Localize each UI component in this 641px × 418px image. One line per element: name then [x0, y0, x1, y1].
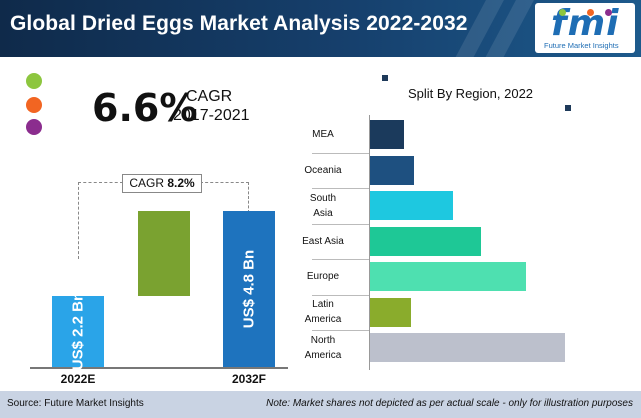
- page-title: Global Dried Eggs Market Analysis 2022-2…: [10, 12, 468, 35]
- region-chart-title: Split By Region, 2022: [408, 86, 534, 101]
- region-bar: [370, 333, 565, 362]
- cagr-period: 2017-2021: [173, 107, 250, 124]
- cagr-forecast-box: CAGR 8.2%: [122, 174, 202, 193]
- increment-bar: [138, 211, 190, 296]
- logo-dot: [587, 9, 594, 16]
- header-banner: Global Dried Eggs Market Analysis 2022-2…: [0, 0, 641, 57]
- orange-dot: [26, 97, 42, 113]
- region-label: Latin America: [304, 299, 342, 325]
- footer: Source: Future Market Insights Note: Mar…: [0, 391, 641, 418]
- logo-dot: [605, 9, 612, 16]
- region-bar: [370, 155, 414, 185]
- green-dot: [26, 73, 42, 89]
- footer-source: Source: Future Market Insights: [7, 398, 144, 409]
- fmi-logo: fmi Future Market Insights: [535, 3, 635, 53]
- bar-value-label: US$ 2.2 Bn: [69, 292, 87, 371]
- x-tick-label: 2032F: [231, 372, 267, 386]
- region-separator: [312, 294, 369, 296]
- x-axis: [30, 367, 288, 369]
- region-label: MEA: [312, 129, 334, 140]
- logo-dot: [559, 9, 566, 16]
- region-separator: [312, 223, 369, 225]
- region-bar: [370, 226, 482, 256]
- region-label: East Asia: [302, 235, 344, 247]
- footer-note: Note: Market shares not depicted as per …: [266, 398, 633, 409]
- cagr-bracket-right: [200, 182, 249, 213]
- bar-2032F: [223, 211, 275, 367]
- x-tick-label: 2022E: [60, 372, 96, 386]
- bar-value-label: US$ 4.8 Bn: [240, 249, 258, 329]
- region-separator: [312, 152, 369, 154]
- region-separator: [312, 259, 369, 260]
- region-label: North America: [304, 334, 342, 361]
- bar-2022E: [52, 295, 104, 367]
- cagr-value: 6.6%: [92, 86, 198, 130]
- region-axis: [369, 115, 370, 370]
- cagr-forecast-value: 8.2%: [167, 176, 195, 190]
- logo-tagline: Future Market Insights: [544, 41, 619, 50]
- region-bar: [370, 297, 411, 327]
- decor-square: [382, 75, 388, 81]
- region-separator: [312, 330, 369, 331]
- cagr-bracket-left: [78, 182, 123, 259]
- cagr-forecast-label: CAGR: [129, 176, 164, 190]
- region-label: South Asia: [309, 192, 337, 219]
- cagr-label: CAGR: [186, 88, 233, 105]
- region-label: Oceania: [304, 164, 342, 176]
- region-bar: [370, 191, 453, 220]
- region-separator: [312, 188, 369, 189]
- purple-dot: [26, 119, 42, 135]
- region-bar: [370, 262, 526, 291]
- region-bar: [370, 120, 405, 149]
- region-label: Europe: [306, 271, 340, 282]
- decor-square: [565, 105, 571, 111]
